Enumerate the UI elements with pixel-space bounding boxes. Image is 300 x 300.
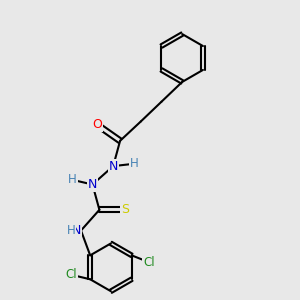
Text: S: S [121, 203, 129, 216]
Text: O: O [92, 118, 102, 131]
Text: N: N [72, 224, 81, 237]
Text: H: H [67, 224, 75, 237]
Text: N: N [109, 160, 118, 172]
Text: N: N [88, 178, 97, 191]
Text: Cl: Cl [65, 268, 77, 281]
Text: Cl: Cl [143, 256, 155, 269]
Text: H: H [68, 173, 77, 186]
Text: H: H [130, 157, 138, 170]
